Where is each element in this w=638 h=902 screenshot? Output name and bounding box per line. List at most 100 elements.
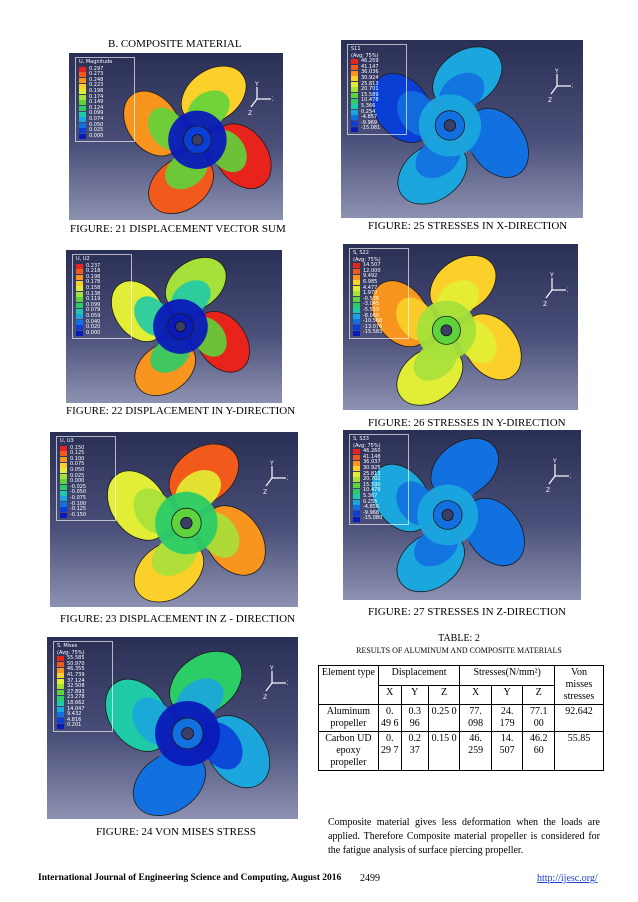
- legend-value: 25.813: [363, 470, 381, 477]
- cell-von: 55.85: [553, 731, 605, 771]
- legend-value: 0.248: [89, 76, 104, 83]
- legend-value: 0.040: [86, 318, 101, 325]
- legend-swatch: [57, 695, 64, 701]
- legend-value: 30.925: [363, 464, 381, 471]
- hub-hole: [180, 516, 193, 530]
- hub-hole: [175, 321, 186, 332]
- propeller-render: [107, 443, 266, 603]
- legend-swatch: [76, 297, 83, 303]
- legend-entry: -9.968: [353, 509, 405, 517]
- legend-swatch: [76, 331, 83, 337]
- hub-hole: [181, 727, 194, 740]
- legend-entry: 20.702: [353, 477, 405, 483]
- legend-value: 0.099: [89, 110, 104, 117]
- legend-value: 10.479: [363, 487, 381, 494]
- legend-swatch: [57, 701, 64, 707]
- legend-entry: 0.099: [79, 111, 131, 117]
- legend-value: 4.816: [67, 716, 82, 723]
- legend-entry: 12.000: [353, 268, 405, 275]
- legend-swatch: [79, 100, 86, 106]
- cell-disp-x: 0. 29 7: [377, 731, 402, 771]
- legend-entry: 0.119: [76, 297, 128, 303]
- table-header-row: Element type Displacement Stresses(N/mm²…: [318, 665, 605, 705]
- legend-swatch: [76, 303, 83, 309]
- hub-hole: [443, 119, 457, 132]
- legend-value: 5.366: [361, 102, 376, 109]
- legend-entry: -15.583: [353, 330, 405, 336]
- legend-value: 41.148: [363, 453, 381, 460]
- legend-swatch: [79, 72, 86, 78]
- legend-entry: 0.218: [76, 269, 128, 275]
- propeller-render: [370, 46, 529, 205]
- legend-entry: 0.178: [76, 280, 128, 286]
- footer-link[interactable]: http://ijesc.org/: [537, 873, 598, 884]
- legend-swatch: [76, 325, 83, 331]
- legend-entry: 9.492: [353, 274, 405, 280]
- legend-swatch: [353, 280, 360, 286]
- legend-entry: 0.273: [79, 72, 131, 78]
- triad-label-z: Z: [248, 110, 252, 115]
- legend-entry: 0.223: [79, 83, 131, 89]
- legend-value: 36.037: [363, 459, 381, 466]
- triad-label-y: Y: [254, 81, 259, 88]
- cell-stress-z: 77.1 00: [522, 704, 555, 732]
- legend-value: 9.432: [67, 711, 82, 718]
- axis-triad-icon: Y X Z: [248, 81, 273, 115]
- legend-swatch: [60, 479, 67, 485]
- legend-entry: 50.970: [57, 661, 109, 668]
- legend-entry: -0.538: [353, 296, 405, 303]
- figure-23-image: U, U3 0.150 0.125 0.100 0.075 0.050 0.025 0.000…: [50, 432, 298, 607]
- contour-legend: S, S22 (Avg: 75%) 14.507 12.000 9.492 6.985 4.…: [349, 248, 409, 339]
- legend-entry: 0.000: [79, 133, 131, 140]
- legend-value: 0.125: [70, 450, 85, 457]
- propeller-render: [370, 437, 525, 593]
- legend-entry: -0.125: [60, 507, 112, 513]
- legend-value: -10.568: [363, 318, 383, 325]
- legend-swatch: [79, 111, 86, 117]
- legend-entry: 0.255: [353, 499, 405, 506]
- legend-swatch: [351, 93, 358, 99]
- axis-triad-icon: Y X Z: [263, 460, 288, 494]
- legend-value: 36.036: [361, 69, 379, 76]
- legend-swatch: [60, 513, 67, 519]
- legend-swatch: [60, 490, 67, 496]
- legend-value: -4.857: [361, 114, 378, 121]
- legend-value: 0.075: [70, 461, 85, 468]
- legend-value: -15.081: [361, 125, 381, 132]
- conclusion-paragraph: Composite material gives less deformatio…: [328, 817, 600, 856]
- cell-stress-x: 46. 259: [459, 731, 492, 771]
- legend-value: -0.100: [70, 500, 87, 507]
- legend-entry: 0.074: [79, 115, 131, 123]
- legend-value: 0.124: [89, 104, 104, 111]
- figure-27-caption: FIGURE: 27 STRESSES IN Z-DIRECTION: [368, 606, 567, 618]
- legend-swatch: [57, 690, 64, 696]
- legend-value: 0.074: [89, 115, 104, 122]
- legend-value: 20.702: [363, 476, 381, 483]
- legend-value: 0.100: [70, 455, 85, 462]
- axis-triad-icon: Y X Z: [548, 68, 573, 102]
- header-stresses: Stresses(N/mm²): [459, 665, 555, 686]
- table-row: Aluminum propeller 0. 49 6 0.3 96 0.25 0…: [318, 704, 605, 732]
- header-displacement: Displacement: [377, 665, 461, 686]
- legend-entry: 0.198: [76, 274, 128, 281]
- legend-entry: 46.355: [57, 667, 109, 673]
- legend-entry: 9.432: [57, 712, 109, 718]
- results-table: Element type Displacement Stresses(N/mm²…: [318, 665, 605, 771]
- legend-value: 6.985: [363, 278, 378, 285]
- legend-entry: 0.050: [79, 122, 131, 129]
- triad-label-z: Z: [263, 489, 267, 494]
- legend-value: 0.059: [86, 312, 101, 319]
- legend-entry: 0.198: [79, 88, 131, 95]
- legend-value: 37.124: [67, 677, 85, 684]
- legend-value: 0.025: [89, 127, 104, 134]
- legend-entry: 4.816: [57, 716, 109, 724]
- legend-entry: -13.076: [353, 324, 405, 331]
- legend-entry: 14.047: [57, 706, 109, 713]
- legend-swatch: [353, 274, 360, 280]
- legend-value: -9.968: [363, 509, 380, 516]
- triad-label-z: Z: [548, 97, 552, 102]
- legend-swatch: [76, 280, 83, 286]
- legend-swatch: [351, 87, 358, 93]
- table-title-block: TABLE: 2 RESULTS OF ALUMINUM AND COMPOSI…: [318, 633, 600, 657]
- legend-swatch: [79, 66, 86, 72]
